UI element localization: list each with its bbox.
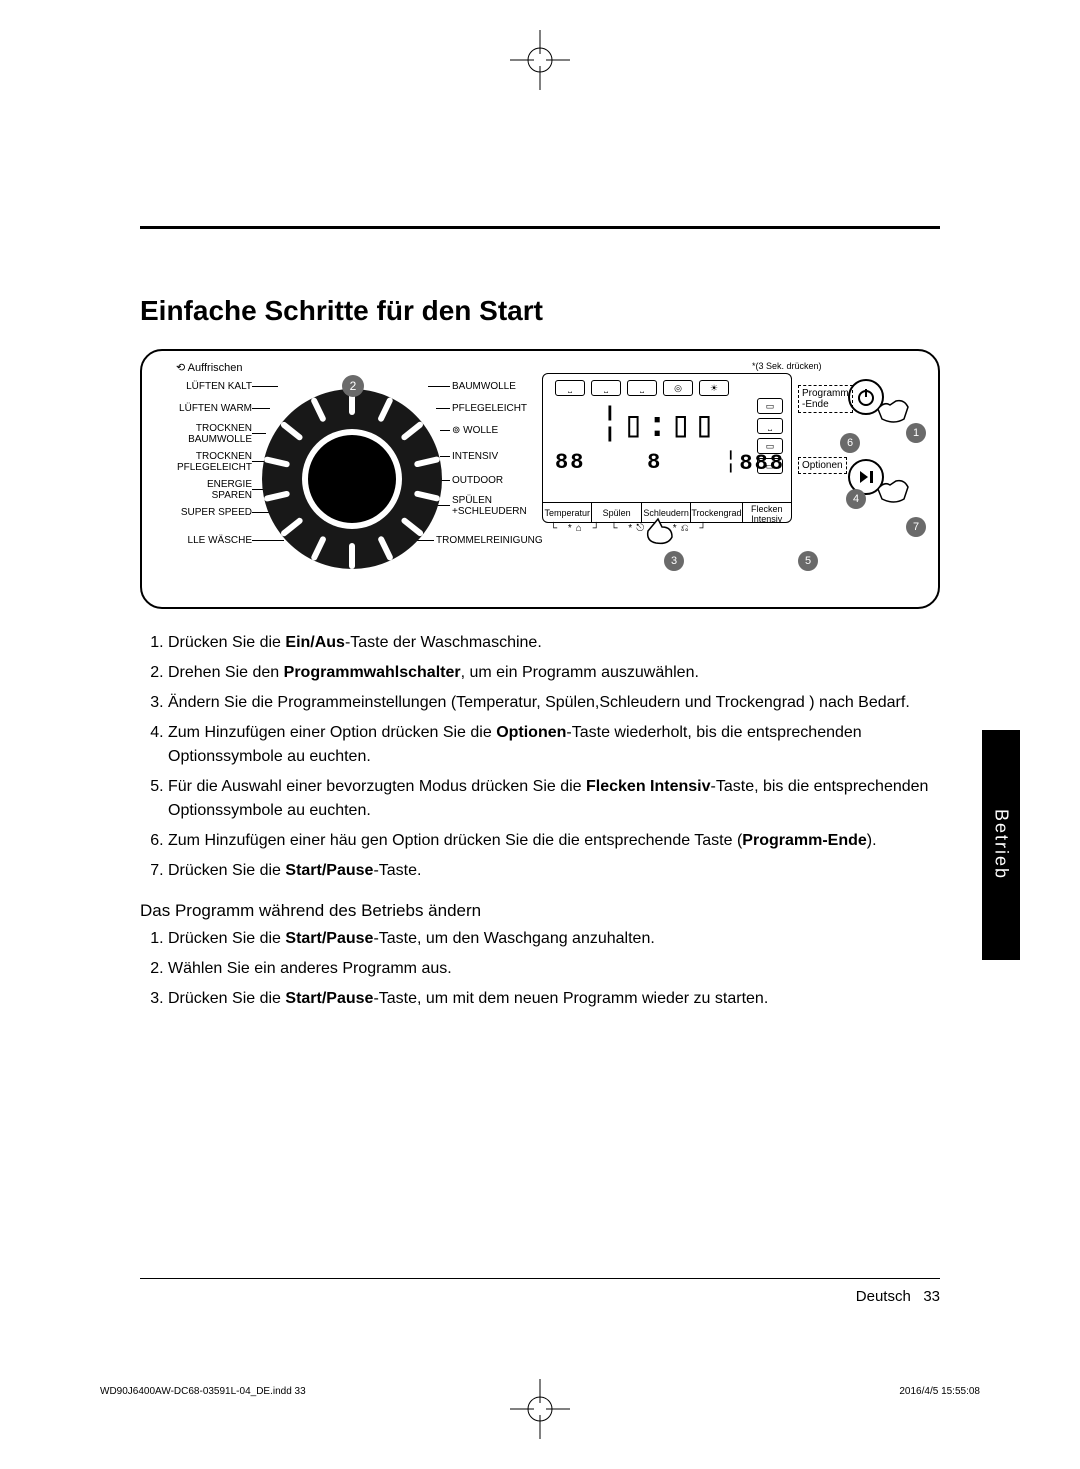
callout-2: 2 (342, 375, 364, 397)
leader (252, 540, 284, 541)
leader (416, 540, 434, 541)
prog-left-0: LÜFTEN KALT (152, 381, 252, 392)
hand-icon (874, 475, 914, 505)
lcd-side-icon: ▭ (757, 458, 783, 474)
step-5: Für die Auswahl einer bevorzugten Modus … (168, 775, 940, 823)
prog-right-3: INTENSIV (452, 451, 498, 462)
box-programm-ende[interactable]: Programm -Ende (798, 385, 853, 413)
prog-right-6: TROMMELREINIGUNG (436, 535, 543, 546)
leader (440, 430, 450, 431)
sub-heading: Das Programm während des Betriebs ändern (140, 901, 940, 921)
lcd-row2: 88 8 ╎888 (555, 450, 785, 476)
prog-right-4: OUTDOOR (452, 475, 503, 486)
steps-list: Drücken Sie die Ein/Aus-Taste der Waschm… (140, 631, 940, 883)
dial-area: ⟲ Auffrischen LÜFTEN KALT LÜFTEN WARM TR… (152, 359, 532, 599)
step-6: Zum Hinzufügen einer häu gen Option drüc… (168, 829, 940, 853)
play-pause-icon (856, 467, 876, 487)
step-4: Zum Hinzufügen einer Option drücken Sie … (168, 721, 940, 769)
footer-lang: Deutsch (856, 1288, 911, 1305)
prog-right-0: BAUMWOLLE (452, 381, 516, 392)
footer-rule (140, 1278, 940, 1279)
lcd-val: 88 (555, 450, 585, 476)
prog-left-2: TROCKNEN BAUMWOLLE (152, 423, 252, 445)
leader (436, 408, 450, 409)
lcd-icon: ⎵ (555, 380, 585, 396)
page-content: Einfache Schritte für den Start ⟲ Auffri… (140, 295, 940, 1017)
callout-6: 6 (840, 433, 860, 453)
power-button[interactable] (848, 379, 884, 415)
lcd-icon: ◎ (663, 380, 693, 396)
callout-5: 5 (798, 551, 818, 571)
lcd-top-icons: ⎵ ⎵ ⎵ ◎ ☀ (555, 380, 779, 396)
leader (428, 386, 450, 387)
callout-7: 7 (906, 517, 926, 537)
lcd-btn-spuelen[interactable]: Spülen (592, 503, 641, 522)
lcd-icon: ⎵ (627, 380, 657, 396)
lcd-btn-temperatur[interactable]: Temperatur (543, 503, 592, 522)
press-note: *(3 Sek. drücken) (752, 361, 928, 371)
leader (440, 456, 450, 457)
prog-right-2: ⊚ WOLLE (452, 425, 498, 436)
step-2: Drehen Sie den Programmwahlschalter, um … (168, 661, 940, 685)
crop-mark-bottom (510, 1379, 570, 1439)
lcd-time: ╎▯:▯▯ (599, 404, 717, 447)
prog-right-1: PFLEGELEICHT (452, 403, 527, 414)
footer-page: 33 (923, 1288, 940, 1305)
prog-left-5: SUPER SPEED (152, 507, 252, 518)
prog-left-4: ENERGIE SPAREN (152, 479, 252, 501)
print-meta-left: WD90J6400AW-DC68-03591L-04_DE.indd 33 (100, 1386, 306, 1397)
power-icon (856, 387, 876, 407)
step-7: Drücken Sie die Start/Pause-Taste. (168, 859, 940, 883)
prog-left-3: TROCKNEN PFLEGELEICHT (152, 451, 252, 473)
prog-right-5: SPÜLEN +SCHLEUDERN (452, 495, 527, 517)
leader (252, 461, 264, 462)
lcd-icon: ☀ (699, 380, 729, 396)
under-lcd-symbols: └ *⌂ ┘ └ *⎋ ┘ *⎌ ┘ (550, 523, 711, 534)
step2-3: Drücken Sie die Start/Pause-Taste, um mi… (168, 987, 940, 1011)
leader (252, 386, 278, 387)
step2-1: Drücken Sie die Start/Pause-Taste, um de… (168, 927, 940, 951)
prog-left-6: LLE WÄSCHE (152, 535, 252, 546)
side-tab-betrieb: Betrieb (982, 730, 1020, 960)
leader (252, 408, 270, 409)
control-panel-diagram: ⟲ Auffrischen LÜFTEN KALT LÜFTEN WARM TR… (140, 349, 940, 609)
lcd-icon: ⎵ (591, 380, 621, 396)
callout-4: 4 (846, 489, 866, 509)
lcd-display: ⎵ ⎵ ⎵ ◎ ☀ ╎▯:▯▯ 88 8 ╎888 ▭ ⎵ ▭ ▭ (542, 373, 792, 523)
lcd-btn-flecken[interactable]: Flecken Intensiv (743, 503, 791, 522)
step-1: Drücken Sie die Ein/Aus-Taste der Waschm… (168, 631, 940, 655)
hand-icon (638, 517, 678, 547)
hand-icon (874, 395, 914, 425)
lcd-side-icon: ▭ (757, 398, 783, 414)
box-optionen[interactable]: Optionen (798, 457, 847, 474)
right-buttons (848, 379, 908, 539)
display-area: *(3 Sek. drücken) ⎵ ⎵ ⎵ ◎ ☀ ╎▯:▯▯ 88 8 ╎… (542, 361, 928, 597)
prog-left-1: LÜFTEN WARM (152, 403, 252, 414)
program-dial[interactable] (262, 389, 442, 569)
footer-text: Deutsch 33 (856, 1288, 940, 1305)
step-3: Ändern Sie die Programmeinstellungen (Te… (168, 691, 940, 715)
step2-2: Wählen Sie ein anderes Programm aus. (168, 957, 940, 981)
callout-1: 1 (906, 423, 926, 443)
print-meta-right: 2016/4/5 15:55:08 (899, 1386, 980, 1397)
callout-3: 3 (664, 551, 684, 571)
page-heading: Einfache Schritte für den Start (140, 295, 940, 327)
lcd-side-icon: ▭ (757, 438, 783, 454)
lcd-side-icons: ▭ ⎵ ▭ ▭ (757, 398, 783, 474)
leader (252, 433, 266, 434)
lcd-side-icon: ⎵ (757, 418, 783, 434)
crop-mark-top (510, 30, 570, 90)
lcd-btn-trockengrad[interactable]: Trockengrad (691, 503, 742, 522)
lcd-val: 8 (647, 450, 662, 476)
dial-top-label: ⟲ Auffrischen (176, 361, 243, 374)
page-top-rule (140, 226, 940, 229)
steps2-list: Drücken Sie die Start/Pause-Taste, um de… (140, 927, 940, 1011)
